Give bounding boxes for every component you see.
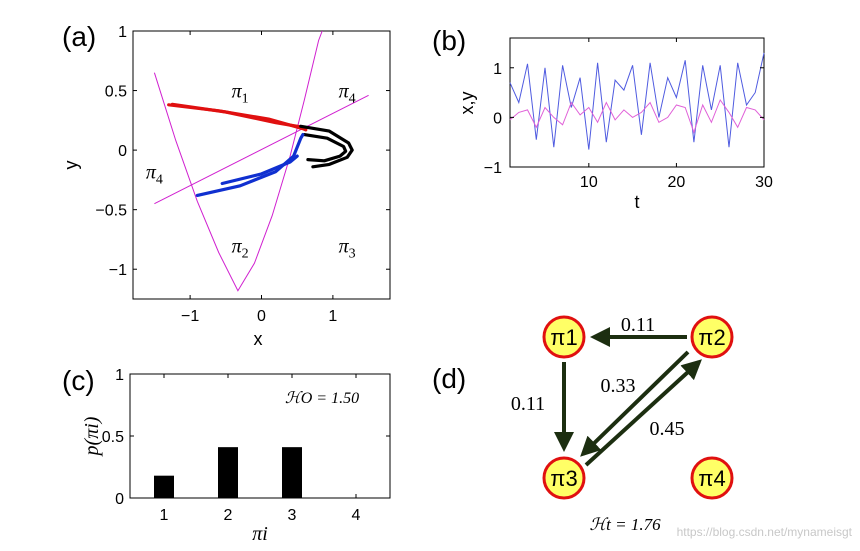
panel-b-xtick-label: 10 <box>580 174 598 191</box>
panel-a-ytick-label: −0.5 <box>95 203 127 220</box>
panel-c-ytick-label: 0.5 <box>102 429 124 446</box>
node-pi1-label: π1 <box>550 325 577 350</box>
panel-c-label: (c) <box>62 365 95 396</box>
panel-c-plot: 1 2 3 4 0 0.5 1 ℋO = 1.50 πi p(πi) <box>81 367 391 545</box>
panel-d-diagram: 0.11 0.11 0.33 0.45 π1 π2 π3 π4 ℋt = 1.7… <box>511 314 734 534</box>
panel-a-parabola-curve <box>153 30 323 292</box>
edge-label-pi2-pi1: 0.11 <box>621 314 655 336</box>
panel-c-bar-1 <box>154 475 174 498</box>
panel-a-label: (a) <box>62 21 96 52</box>
edge-pi2-to-pi3 <box>580 350 690 457</box>
panel-a-xtick-label: 1 <box>328 308 337 325</box>
panel-b-series-y <box>509 98 765 134</box>
panel-c-ytick-label: 1 <box>115 367 124 384</box>
node-pi2-label: π2 <box>698 325 725 350</box>
panel-c-bar-3 <box>282 447 302 498</box>
panel-a-ytick-label: 1 <box>118 24 127 41</box>
panel-a-ytick-label: −1 <box>109 262 127 279</box>
panel-d-label: (d) <box>432 363 466 394</box>
panel-a-xtick-label: −1 <box>181 308 199 325</box>
panel-b-axes-box <box>509 37 765 168</box>
panel-b-ytick-label: 1 <box>493 61 502 78</box>
panel-a-attractor-red-segment-1 <box>170 102 306 130</box>
panel-a-ytick-label: 0.5 <box>105 84 127 101</box>
panel-a-region-label: π4 <box>339 81 356 107</box>
panel-d-entropy-annotation: ℋt = 1.76 <box>589 515 661 534</box>
panel-a-attractor-blue-segment-5 <box>220 154 299 186</box>
panel-a-xtick-label: 0 <box>257 308 266 325</box>
panel-c-ylabel: p(πi) <box>81 416 103 457</box>
panel-b-ytick-label: 0 <box>493 110 502 127</box>
panel-b-ylabel: x,y <box>457 91 477 114</box>
panel-a-plot: −1 0 1 −1 −0.5 0 0.5 1 π1 π4 π4 π2 π3 x y <box>61 24 391 349</box>
panel-a-attractor-black-segment-2 <box>299 124 354 169</box>
panel-b-label: (b) <box>432 25 466 56</box>
panel-b-plot: 10 20 30 −1 0 1 t x,y <box>457 37 773 212</box>
panel-c-xtick-label: 1 <box>160 507 169 524</box>
node-pi4-label: π4 <box>698 466 725 491</box>
edge-label-pi2-pi3: 0.33 <box>601 375 636 397</box>
panel-b-xlabel: t <box>634 192 639 212</box>
panel-a-xlabel: x <box>254 329 263 349</box>
panel-a-line-curve <box>154 94 369 205</box>
node-pi4: π4 <box>690 456 734 500</box>
panel-a-region-label: π4 <box>146 162 163 188</box>
panel-c-bar-2 <box>218 447 238 498</box>
node-pi2: π2 <box>690 315 734 359</box>
panel-a-region-label: π1 <box>232 81 249 107</box>
watermark: https://blog.csdn.net/mynameisgt <box>676 525 852 539</box>
panel-c-xtick-label: 4 <box>352 507 361 524</box>
edge-pi3-to-pi2 <box>584 359 702 467</box>
node-pi3-label: π3 <box>550 466 577 491</box>
panel-b-ytick-label: −1 <box>484 160 502 177</box>
node-pi1: π1 <box>542 315 586 359</box>
edge-label-pi1-pi3: 0.11 <box>511 393 545 415</box>
panel-c-xtick-label: 3 <box>288 507 297 524</box>
panel-c-ytick-label: 0 <box>115 491 124 508</box>
node-pi3: π3 <box>542 456 586 500</box>
panel-a-ytick-label: 0 <box>118 143 127 160</box>
panel-b-series-x <box>509 52 765 150</box>
panel-c-xlabel: πi <box>252 523 268 545</box>
panel-c-xtick-label: 2 <box>224 507 233 524</box>
panel-a-region-label: π3 <box>339 235 356 261</box>
panel-b-xtick-label: 30 <box>755 174 773 191</box>
edge-label-pi3-pi2: 0.45 <box>650 418 685 440</box>
panel-a-attractor-red-segment-0 <box>167 103 308 132</box>
panel-a-attractor-black-segment-3 <box>302 133 348 163</box>
panel-c-entropy-annotation: ℋO = 1.50 <box>285 390 359 407</box>
panel-a-region-label: π2 <box>232 235 249 261</box>
panel-b-xtick-label: 20 <box>668 174 686 191</box>
panel-a-ylabel: y <box>61 161 81 170</box>
